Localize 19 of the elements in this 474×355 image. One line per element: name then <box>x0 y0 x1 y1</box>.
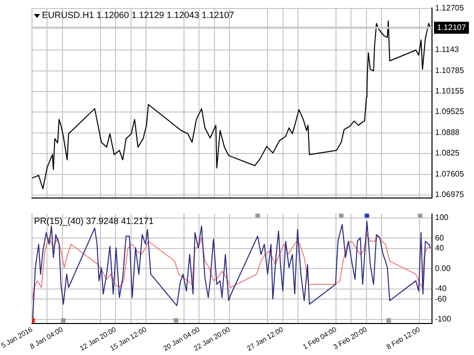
y-tick-label: 1.0888 <box>435 128 460 137</box>
y-tick-label: 1.06975 <box>435 190 464 199</box>
y-tick-label: 1.12705 <box>435 3 464 12</box>
y-tick-label: 100 <box>435 213 449 222</box>
y-tick-label: 0.00 <box>435 264 452 273</box>
y-tick-label: -60 <box>435 294 448 304</box>
ref-line-label: 1.12107 <box>437 22 466 32</box>
y-tick-label: 1.0825 <box>435 148 460 158</box>
y-tick-label: 1.07605 <box>435 169 464 178</box>
chart-title: EURUSD.H1 1.12060 1.12129 1.12043 1.12107 <box>42 10 234 20</box>
y-tick-label: 1.1143 <box>435 44 460 54</box>
y-tick-label: 1.09525 <box>435 106 464 116</box>
y-tick-label: -100 <box>435 314 452 324</box>
y-tick-label: 1.10785 <box>435 66 464 75</box>
y-tick-label: 40 <box>435 244 444 253</box>
y-tick-label: -40 <box>435 284 448 294</box>
y-tick-label: 1.10155 <box>435 86 464 96</box>
y-tick-label: 60 <box>435 233 444 242</box>
chart-title: PR(15)_(40) 37.9248 41.2171 <box>34 216 154 226</box>
